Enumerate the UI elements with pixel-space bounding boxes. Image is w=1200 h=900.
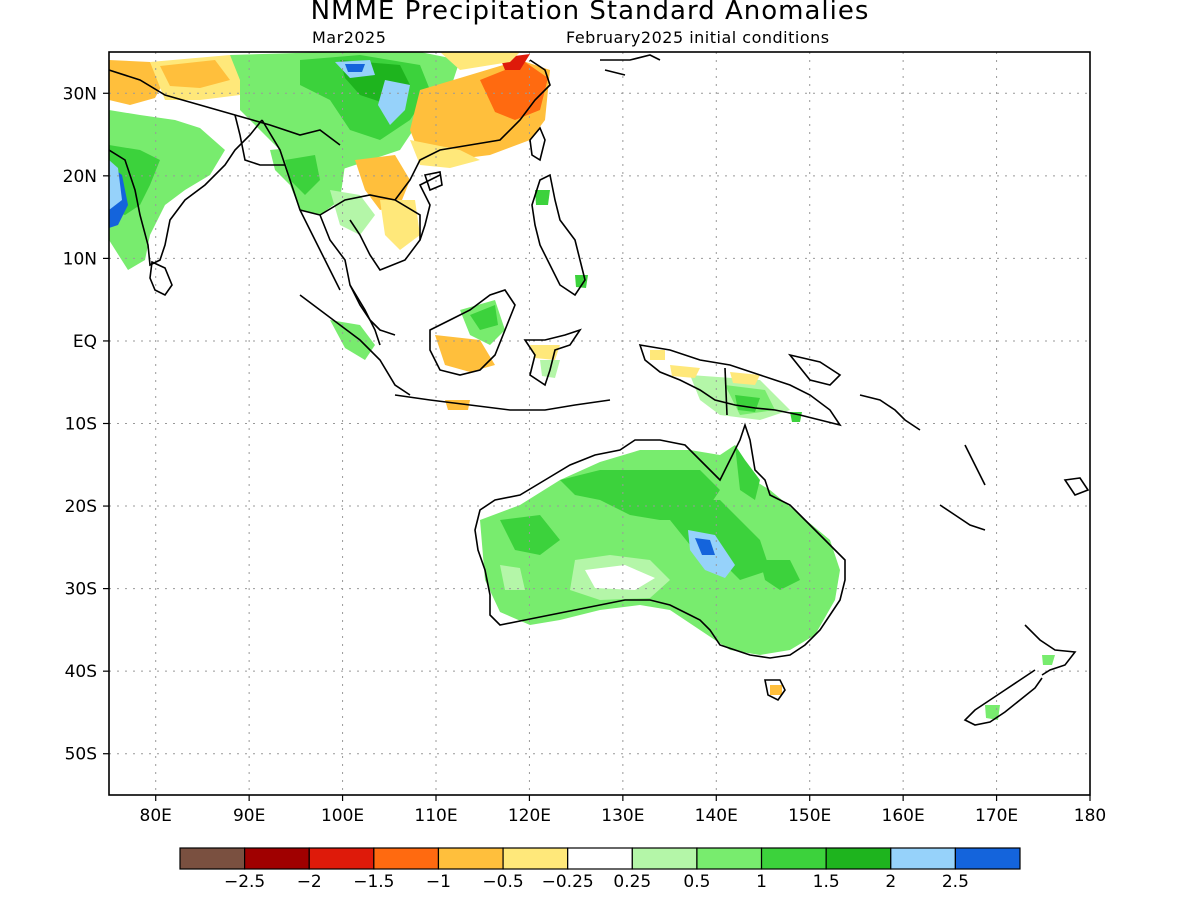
australia-blue (695, 538, 715, 555)
lat-tick-label: 10S (65, 415, 97, 435)
nz-green-n (1042, 655, 1055, 665)
colorbar-swatch (760, 847, 827, 870)
chart-title: NMME Precipitation Standard Anomalies (310, 0, 870, 26)
lon-tick-label: 110E (414, 806, 457, 826)
colorbar-tick-label: 1 (756, 872, 767, 892)
australia-darkgreen-w (500, 515, 560, 555)
colorbar-swatch (631, 847, 698, 870)
colorbar-swatch (502, 847, 569, 870)
anomaly-fields (109, 52, 1055, 720)
lon-tick-label: 170E (975, 806, 1018, 826)
colorbar-swatch (179, 847, 246, 870)
colorbar-tick-label: 2 (885, 872, 896, 892)
colorbar-swatch (567, 847, 633, 870)
lon-tick-label: 160E (882, 806, 925, 826)
colorbar-tick-label: 0.25 (613, 872, 651, 892)
ng-yellow3 (730, 372, 760, 385)
philippines-green (535, 190, 550, 205)
lon-tick-label: 140E (695, 806, 738, 826)
colorbar-swatch (437, 847, 504, 870)
indochina-darkgreen (285, 155, 320, 195)
colorbar: −2.5 −2 −1.5 −1 −0.5 −0.25 0.25 0.5 1 1.5 2 2.5 (179, 847, 1021, 892)
lon-tick-label: 100E (321, 806, 364, 826)
colorbar-tick-label: −2.5 (224, 872, 265, 892)
lat-tick-label: 40S (65, 662, 97, 682)
thailand-lightgreen (330, 190, 375, 235)
colorbar-tick-label: 1.5 (813, 872, 840, 892)
colorbar-tick-label: 0.5 (683, 872, 710, 892)
lon-tick-label: 90E (233, 806, 265, 826)
australia-white (585, 565, 655, 590)
tibet-lightblue (378, 80, 410, 125)
australia-darkgreen-se (760, 560, 800, 590)
initial-conditions-label: February2025 initial conditions (566, 28, 830, 47)
lat-tick-label: 50S (65, 745, 97, 765)
lat-tick-label: 30N (63, 84, 97, 104)
lon-tick-label: 80E (140, 806, 172, 826)
axis-labels: 30N 20N 10N EQ 10S 20S 30S 40S 50S 80E 90E 100E 110E… (63, 84, 1107, 826)
sumatra-green (330, 320, 375, 360)
colorbar-swatch (890, 847, 956, 870)
sulawesi-yellow (530, 345, 560, 360)
lat-tick-label: EQ (73, 332, 97, 352)
australia-lightgreen-w (500, 565, 525, 590)
ng-yellow2 (670, 365, 700, 378)
colorbar-swatch (696, 847, 763, 870)
india-lightblue-field (109, 160, 122, 210)
australia-darkgreen-ne (735, 445, 760, 500)
borneo-orange (435, 335, 495, 372)
south-china-yellow (410, 140, 480, 168)
tibet-blue-core (345, 64, 365, 72)
valid-month-label: Mar2025 (312, 28, 387, 47)
graticule (109, 52, 1091, 795)
lon-tick-label: 150E (788, 806, 831, 826)
colorbar-swatch (373, 847, 440, 870)
lon-tick-label: 130E (601, 806, 644, 826)
ng-west-yellow (650, 350, 665, 360)
vietnam-yellow (380, 200, 420, 250)
lat-tick-label: 20N (63, 167, 97, 187)
colorbar-tick-label: −1.5 (353, 872, 394, 892)
laos-orange (355, 155, 410, 210)
borneo-darkgreen (470, 305, 498, 330)
coastlines (109, 54, 1090, 726)
colorbar-tick-label: −0.5 (482, 872, 523, 892)
lon-tick-label: 120E (508, 806, 551, 826)
colorbar-tick-label: −1 (426, 872, 451, 892)
lat-tick-label: 30S (65, 580, 97, 600)
north-china-yellow (440, 52, 520, 70)
colorbar-tick-label: −0.25 (542, 872, 594, 892)
colorbar-tick-label: 2.5 (942, 872, 969, 892)
lon-tick-label: 180 (1074, 806, 1106, 826)
colorbar-swatch (244, 847, 310, 870)
lat-tick-label: 20S (65, 497, 97, 517)
australia-green (480, 445, 840, 655)
lat-tick-label: 10N (63, 249, 97, 269)
colorbar-swatch (954, 847, 1021, 870)
colorbar-tick-label: −2 (297, 872, 322, 892)
colorbar-swatch (308, 847, 375, 870)
colorbar-swatch (825, 847, 892, 870)
tasmania-orange (770, 685, 782, 695)
orange-patch-nw (160, 60, 230, 88)
